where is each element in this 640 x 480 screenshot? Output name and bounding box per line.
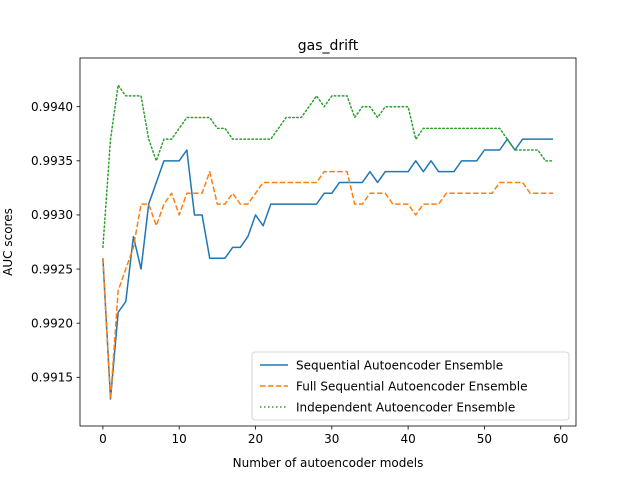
y-axis-label: AUC scores xyxy=(1,208,15,276)
y-tick-label: 0.9915 xyxy=(31,371,73,385)
x-tick-label: 20 xyxy=(248,432,263,446)
chart-title: gas_drift xyxy=(298,38,359,54)
x-tick-label: 60 xyxy=(553,432,568,446)
x-tick-label: 0 xyxy=(99,432,107,446)
plot-area xyxy=(102,84,554,400)
y-tick-label: 0.9925 xyxy=(31,262,73,276)
legend-label-1: Sequential Autoencoder Ensemble xyxy=(296,359,503,373)
legend: Sequential Autoencoder Ensemble Full Sequ… xyxy=(251,351,570,421)
series-line-3 xyxy=(102,84,554,249)
axes: 0 10 20 30 40 50 60 0.9915 0.9920 0.9925 0.9930 0.9… xyxy=(31,57,577,446)
x-tick-label: 40 xyxy=(400,432,415,446)
x-tick-label: 30 xyxy=(324,432,339,446)
x-tick-label: 50 xyxy=(477,432,492,446)
legend-label-3: Independent Autoencoder Ensemble xyxy=(296,401,515,415)
y-tick-label: 0.9935 xyxy=(31,154,73,168)
axes-frame xyxy=(79,57,577,427)
legend-box xyxy=(251,351,570,421)
legend-label-2: Full Sequential Autoencoder Ensemble xyxy=(296,380,527,394)
x-tick-label: 10 xyxy=(172,432,187,446)
y-tick-label: 0.9930 xyxy=(31,208,73,222)
y-tick-label: 0.9940 xyxy=(31,100,73,114)
series-line-1 xyxy=(102,138,554,400)
series-line-2 xyxy=(102,170,554,400)
x-axis-label: Number of autoencoder models xyxy=(233,456,424,470)
y-tick-label: 0.9920 xyxy=(31,316,73,330)
